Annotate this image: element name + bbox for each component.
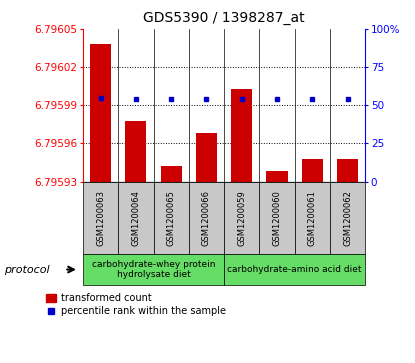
Legend: transformed count, percentile rank within the sample: transformed count, percentile rank withi…	[46, 293, 226, 317]
Text: carbohydrate-amino acid diet: carbohydrate-amino acid diet	[227, 265, 362, 274]
Bar	[90, 44, 111, 182]
Text: protocol: protocol	[4, 265, 50, 274]
Bar	[161, 166, 182, 182]
Text: carbohydrate-whey protein
hydrolysate diet: carbohydrate-whey protein hydrolysate di…	[92, 260, 215, 279]
Text: GSM1200061: GSM1200061	[308, 190, 317, 246]
Title: GDS5390 / 1398287_at: GDS5390 / 1398287_at	[143, 11, 305, 25]
Text: GSM1200060: GSM1200060	[273, 190, 281, 246]
Text: GSM1200066: GSM1200066	[202, 190, 211, 246]
Text: GSM1200062: GSM1200062	[343, 190, 352, 246]
Bar	[231, 89, 252, 182]
Text: GSM1200063: GSM1200063	[96, 190, 105, 246]
Bar	[125, 121, 146, 182]
Text: GSM1200059: GSM1200059	[237, 190, 246, 246]
Bar	[302, 159, 323, 182]
Bar	[196, 133, 217, 182]
Text: GSM1200064: GSM1200064	[132, 190, 140, 246]
Text: GSM1200065: GSM1200065	[167, 190, 176, 246]
Bar	[337, 159, 358, 182]
Bar	[266, 171, 288, 182]
